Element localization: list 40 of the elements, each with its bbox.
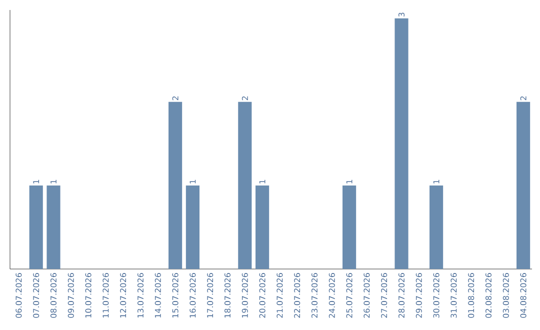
x-tick-label: 26.07.2026 — [364, 273, 370, 318]
x-tick-label: 15.07.2026 — [172, 273, 178, 318]
x-tick-label: 19.07.2026 — [242, 273, 248, 318]
x-tick-label: 31.07.2026 — [450, 273, 457, 318]
data-label: 1 — [33, 180, 40, 184]
x-tick-label: 09.07.2026 — [68, 273, 74, 318]
x-tick-label: 16.07.2026 — [190, 273, 196, 318]
data-label: 2 — [172, 96, 178, 100]
x-tick-label: 13.07.2026 — [137, 273, 144, 318]
data-label: 3 — [398, 12, 405, 17]
data-label: 1 — [433, 180, 440, 184]
x-tick-label: 21.07.2026 — [276, 273, 283, 318]
x-tick-label: 03.08.2026 — [502, 273, 509, 318]
x-tick-label: 30.07.2026 — [433, 273, 440, 318]
data-label: 2 — [242, 96, 248, 100]
x-tick-label: 04.08.2026 — [520, 273, 526, 318]
data-label: 1 — [259, 180, 266, 184]
x-tick-label: 10.07.2026 — [85, 273, 92, 318]
x-tick-label: 12.07.2026 — [120, 273, 126, 318]
x-tick-label: 23.07.2026 — [311, 273, 318, 318]
x-tick-label: 17.07.2026 — [207, 273, 214, 318]
x-tick-label: 08.07.2026 — [50, 273, 57, 318]
data-label: 1 — [190, 180, 196, 184]
x-tick-label: 14.07.2026 — [154, 273, 161, 318]
x-tick-label: 24.07.2026 — [328, 273, 335, 318]
x-tick-label: 11.07.2026 — [102, 273, 109, 318]
x-tick-label: 02.08.2026 — [485, 273, 492, 318]
x-tick-label: 27.07.2026 — [381, 273, 388, 318]
x-tick-label: 01.08.2026 — [468, 273, 474, 318]
x-tick-label: 07.07.2026 — [33, 273, 40, 318]
x-tick-label: 22.07.2026 — [294, 273, 300, 318]
data-label: 1 — [50, 180, 56, 184]
x-tick-label: 28.07.2026 — [398, 273, 405, 318]
data-label: 1 — [346, 180, 352, 184]
x-tick-label: 29.07.2026 — [416, 273, 422, 318]
x-tick-label: 06.07.2026 — [16, 273, 22, 318]
x-tick-label: 25.07.2026 — [346, 273, 352, 318]
x-tick-label: 20.07.2026 — [259, 273, 266, 318]
data-label: 2 — [520, 96, 526, 100]
x-tick-label: 18.07.2026 — [224, 273, 231, 318]
